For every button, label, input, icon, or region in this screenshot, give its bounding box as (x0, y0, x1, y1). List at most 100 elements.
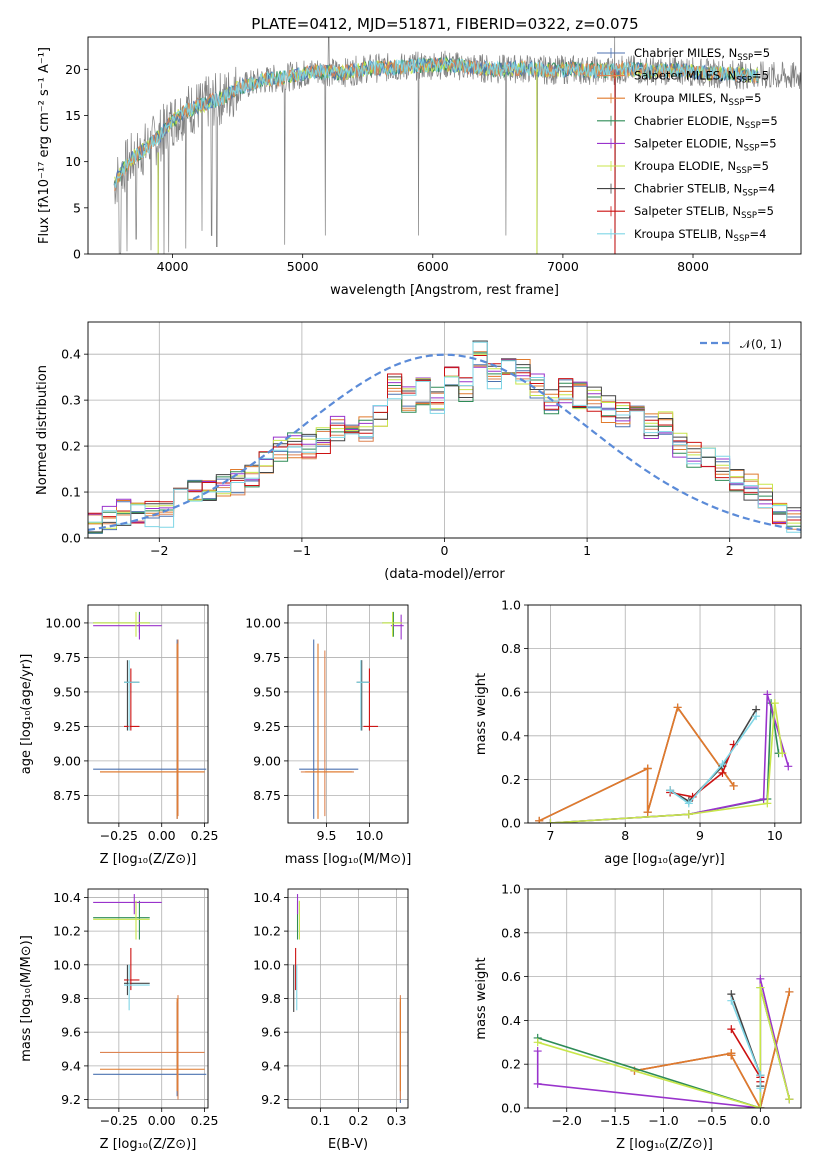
weight-marker-kroupa_elodie (546, 819, 555, 823)
x-tick-label: −1.5 (600, 1113, 630, 1128)
weight-marker-salpeter_elodie (756, 974, 765, 983)
axes-frame (527, 604, 802, 824)
error-bar-salpeter_miles (300, 650, 354, 817)
y-tick-label: 9.4 (61, 1058, 81, 1073)
y-tick-label: 9.6 (261, 1025, 281, 1040)
weight-line-kroupa_stelib (669, 715, 757, 805)
x-tick-label: 1 (583, 543, 591, 558)
x-tick-label: 0.1 (310, 1113, 330, 1128)
x-axis-label: (data-model)/error (384, 567, 505, 582)
model-spectrum-kroupa_stelib (114, 56, 759, 188)
x-tick-label: 9 (696, 828, 704, 843)
x-tick-label: 2 (726, 543, 734, 558)
x-tick-label: 0.0 (750, 1113, 770, 1128)
plot-area (93, 611, 207, 819)
x-tick-label: 0.00 (148, 1113, 176, 1128)
y-axis-label: mass weight (474, 673, 489, 755)
y-tick-label: 9.8 (261, 991, 281, 1006)
x-axis-label: E(B-V) (328, 1137, 368, 1152)
grid (528, 604, 801, 824)
panel-weight-vs-Z: −2.0 −1.5 −1.0 −0.5 0.0 0.0 0.2 0.4 0.6 0.8 1.0 Z [… (474, 882, 802, 1152)
y-tick-label: 10.0 (253, 957, 281, 972)
x-tick-label: −1 (293, 543, 311, 558)
error-bar-kroupa_miles (305, 643, 353, 819)
panel-weight-vs-age: 7 8 9 10 0.0 0.2 0.4 0.6 0.8 1.0 age [log₁₀(age/yr… (474, 598, 802, 867)
error-bar-kroupa_stelib (356, 660, 370, 731)
axes-frame (87, 604, 209, 824)
axes-frame (87, 321, 802, 539)
y-tick-label: 9.50 (253, 684, 281, 699)
weight-marker-kroupa_stelib (718, 760, 727, 769)
error-bar-chabrier_miles (299, 639, 359, 819)
axes-frame (87, 36, 802, 255)
y-tick-label: 10 (65, 154, 81, 169)
legend-label-chabrier_stelib: Chabrier STELIB, NSSP=4 (634, 182, 775, 199)
y-tick-label: 10.00 (245, 615, 281, 630)
weight-marker-salpeter_elodie (533, 1047, 542, 1056)
error-bar-salpeter_stelib (363, 668, 378, 731)
y-tick-label: 0.1 (61, 485, 81, 500)
error-bar-kroupa_elodie (93, 900, 150, 940)
error-bar-chabrier_elodie (93, 900, 150, 940)
weight-marker-salpeter_stelib (727, 1025, 736, 1034)
grid (88, 889, 208, 1108)
weight-marker-kroupa_elodie (785, 1095, 794, 1104)
weight-marker-kroupa_stelib (727, 996, 736, 1005)
y-tick-label: 9.75 (53, 650, 81, 665)
legend-label-kroupa_stelib: Kroupa STELIB, NSSP=4 (634, 227, 766, 244)
error-bar-chabrier_miles (93, 1001, 207, 1097)
weight-marker-kroupa_miles (727, 1051, 736, 1060)
weight-marker-kroupa_miles (535, 816, 544, 823)
x-tick-label: 9.5 (317, 828, 337, 843)
y-tick-label: 0.3 (61, 393, 81, 408)
panel-mass-vs-Z: −0.25 0.00 0.25 9.2 9.4 9.6 9.8 10.0 10.2 10.4 Z [… (19, 888, 218, 1152)
y-tick-label: 0.4 (501, 1013, 521, 1028)
y-tick-label: 5 (73, 200, 81, 215)
y-tick-label: 1.0 (501, 882, 521, 897)
y-tick-label: 10.2 (53, 924, 81, 939)
weight-line-salpeter_elodie (550, 694, 790, 823)
y-tick-label: 0.8 (501, 925, 521, 940)
weight-marker-kroupa_elodie (756, 1104, 765, 1108)
weight-marker-kroupa_miles (729, 781, 738, 790)
weight-marker-kroupa_stelib (684, 799, 693, 808)
error-bar-chabrier_stelib (124, 660, 140, 731)
weight-marker-kroupa_stelib (756, 1071, 765, 1080)
panel-mass-vs-EBV: 0.1 0.2 0.3 9.2 9.4 9.6 9.8 10.0 10.2 10.4 E(B-V) (253, 888, 409, 1152)
error-bar-kroupa_stelib (124, 964, 150, 1011)
error-bar-salpeter_elodie (93, 894, 162, 915)
x-axis-label: mass [log₁₀(M/M⊙)] (285, 852, 412, 867)
x-tick-label: 0.00 (148, 828, 176, 843)
weight-marker-salpeter_elodie (763, 690, 772, 699)
y-tick-label: 9.00 (253, 753, 281, 768)
error-bar-salpeter_miles (100, 995, 205, 1100)
y-tick-label: 15 (65, 108, 81, 123)
weight-marker-kroupa_miles (643, 808, 652, 817)
axes-frame (287, 604, 409, 824)
x-tick-label: 0.3 (387, 1113, 407, 1128)
axes-frame (527, 888, 802, 1109)
x-tick-label: −2.0 (552, 1113, 582, 1128)
weight-marker-kroupa_elodie (770, 699, 779, 708)
y-tick-label: 9.50 (53, 684, 81, 699)
grid (88, 605, 208, 823)
weight-marker-kroupa_elodie (778, 749, 787, 758)
error-bar-salpeter_miles (100, 639, 205, 817)
weight-marker-salpeter_elodie (784, 762, 793, 771)
error-bar-chabrier_stelib (356, 660, 370, 731)
normal-distribution-curve (88, 353, 801, 531)
x-tick-label: −1.0 (648, 1113, 678, 1128)
x-tick-label: −0.5 (697, 1113, 727, 1128)
plot-area (113, 37, 801, 254)
legend-label-kroupa_miles: Kroupa MILES, NSSP=5 (634, 91, 761, 108)
weight-line-kroupa_elodie (537, 987, 791, 1108)
weight-line-salpeter_miles (538, 705, 735, 822)
y-tick-label: 0.6 (501, 969, 521, 984)
weight-line-kroupa_elodie (550, 702, 784, 823)
y-tick-label: 0.2 (501, 1057, 521, 1072)
legend-label-salpeter_miles: Salpeter MILES, NSSP=5 (634, 69, 769, 86)
y-tick-label: 9.8 (61, 991, 81, 1006)
panel-spectrum: 4000 5000 6000 7000 8000 0 5 10 15 20 wavelength [… (37, 36, 802, 298)
y-tick-label: 8.75 (253, 788, 281, 803)
